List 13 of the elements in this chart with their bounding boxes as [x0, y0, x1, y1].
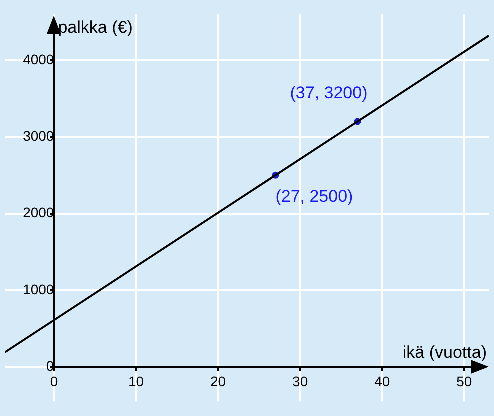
x-axis-title: ikä (vuotta): [402, 342, 487, 362]
annotation: (37, 3200): [290, 83, 368, 102]
x-tick-label: 10: [128, 373, 144, 390]
y-axis-title: palkka (€): [58, 18, 133, 38]
x-tick-label: 20: [210, 373, 226, 390]
y-tick-label: 2000: [23, 204, 54, 221]
x-tick-label: 50: [456, 373, 472, 390]
y-tick-label: 3000: [23, 128, 54, 144]
x-tick-label: 40: [374, 373, 390, 390]
annotation: (27, 2500): [276, 187, 354, 206]
x-tick-label: 30: [292, 373, 308, 390]
y-tick-label: 1000: [23, 281, 54, 298]
y-tick-label: 4000: [23, 51, 54, 68]
